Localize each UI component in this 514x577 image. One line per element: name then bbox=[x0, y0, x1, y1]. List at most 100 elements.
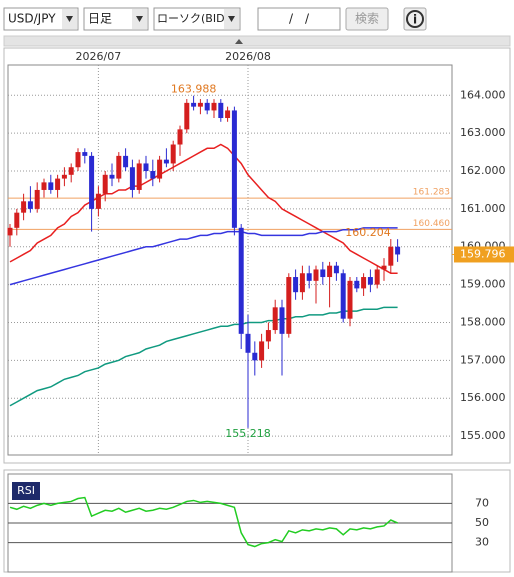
candle-body bbox=[48, 182, 54, 190]
candle-body bbox=[143, 163, 149, 172]
candle-body bbox=[347, 280, 353, 319]
symbol: USD/JPY bbox=[8, 12, 56, 26]
y-tick-label: 70 bbox=[475, 496, 489, 509]
dropdown-arrow bbox=[228, 16, 235, 22]
candle-body bbox=[123, 155, 129, 168]
current-price-box bbox=[454, 246, 514, 263]
y-tick-label: 155.000 bbox=[460, 429, 506, 442]
y-tick-label: 163.000 bbox=[460, 126, 506, 139]
candle-body bbox=[259, 341, 265, 361]
candle-body bbox=[82, 152, 88, 156]
candle-body bbox=[34, 189, 40, 209]
candle-body bbox=[61, 174, 67, 179]
rsi-title: RSI bbox=[17, 484, 35, 497]
candle-body bbox=[381, 265, 387, 270]
candle-body bbox=[102, 174, 108, 194]
candle-body bbox=[197, 102, 203, 107]
y-tick-label: 164.000 bbox=[460, 88, 506, 101]
y-tick-label: 162.000 bbox=[460, 164, 506, 177]
candle-body bbox=[95, 193, 101, 209]
candle-body bbox=[184, 102, 190, 130]
candle-body bbox=[252, 352, 258, 361]
period: 日足 bbox=[88, 12, 112, 26]
candle-body bbox=[293, 277, 299, 293]
candle-body bbox=[265, 330, 271, 342]
y-tick-label: 161.000 bbox=[460, 202, 506, 215]
candle-body bbox=[320, 269, 326, 278]
candle-body bbox=[21, 201, 27, 213]
candle-body bbox=[367, 277, 373, 285]
candle-body bbox=[109, 174, 115, 179]
candle-body bbox=[41, 182, 47, 190]
candle-body bbox=[374, 269, 380, 285]
main-panel bbox=[3, 47, 511, 464]
candle-body bbox=[163, 159, 169, 164]
candle-body bbox=[340, 273, 346, 319]
moving-average bbox=[9, 227, 398, 286]
candle-body bbox=[68, 167, 74, 175]
y-tick-label: 156.000 bbox=[460, 391, 506, 404]
current-price: 159.796 bbox=[460, 247, 506, 260]
candle-body bbox=[299, 273, 305, 293]
candle-body bbox=[218, 102, 224, 119]
collapse-arrow bbox=[235, 39, 243, 44]
annotation: 155.218 bbox=[225, 427, 271, 440]
candle-body bbox=[7, 227, 13, 236]
candle-body bbox=[157, 159, 163, 179]
y-tick-label: 158.000 bbox=[460, 315, 506, 328]
candle-body bbox=[204, 102, 210, 111]
candle-body bbox=[238, 227, 244, 334]
price-line-label: 160.460 bbox=[413, 219, 450, 229]
search: 検索 bbox=[355, 12, 379, 26]
candle-body bbox=[231, 110, 237, 228]
y-tick-label: 159.000 bbox=[460, 278, 506, 291]
candle-body bbox=[354, 280, 360, 289]
y-tick-label: 30 bbox=[475, 536, 489, 549]
annotation: 160.204 bbox=[345, 226, 391, 239]
candle-body bbox=[136, 163, 142, 190]
price-line-label: 161.283 bbox=[413, 188, 450, 198]
kind-select[interactable] bbox=[153, 7, 241, 31]
rsi-panel bbox=[3, 469, 511, 573]
candle-body bbox=[55, 178, 61, 190]
symbol-select[interactable] bbox=[3, 7, 79, 31]
candle-body bbox=[211, 102, 217, 111]
toolbar: USD/JPY 日足 ローソク(BID) / / 検索 i bbox=[3, 7, 427, 31]
candle-body bbox=[333, 265, 339, 274]
candle-body bbox=[170, 144, 176, 164]
rsi-line bbox=[9, 496, 398, 548]
candle-body bbox=[14, 212, 20, 228]
search-button[interactable] bbox=[345, 7, 389, 31]
candle-body bbox=[286, 277, 292, 334]
candle-body bbox=[75, 152, 81, 168]
candle-body bbox=[361, 277, 367, 289]
candle-body bbox=[313, 269, 319, 281]
candle-body bbox=[191, 102, 197, 107]
candle-body bbox=[279, 307, 285, 334]
candle-body bbox=[245, 333, 251, 353]
date-input[interactable] bbox=[257, 7, 341, 31]
chart-kind: ローソク(BID) bbox=[157, 12, 229, 25]
candle-body bbox=[272, 307, 278, 331]
candle-body bbox=[327, 265, 333, 278]
date: / / bbox=[289, 12, 310, 26]
info: i bbox=[413, 13, 417, 27]
plot-frame bbox=[7, 64, 453, 456]
candle-body bbox=[306, 273, 312, 281]
dropdown-arrow bbox=[136, 16, 143, 22]
dropdown-arrow bbox=[66, 16, 73, 22]
y-tick-label: 157.000 bbox=[460, 353, 506, 366]
candle-body bbox=[129, 167, 135, 190]
info-icon bbox=[406, 10, 424, 28]
candle-body bbox=[177, 129, 183, 145]
candle-body bbox=[27, 201, 33, 209]
y-tick-label: 50 bbox=[475, 516, 489, 529]
collapse-bar[interactable] bbox=[3, 35, 511, 47]
candle-body bbox=[388, 246, 394, 266]
x-tick-label: 2026/07 bbox=[76, 50, 122, 63]
candle-body bbox=[395, 246, 401, 255]
candle-body bbox=[89, 155, 95, 209]
moving-average bbox=[9, 143, 398, 275]
candle-body bbox=[116, 155, 122, 179]
